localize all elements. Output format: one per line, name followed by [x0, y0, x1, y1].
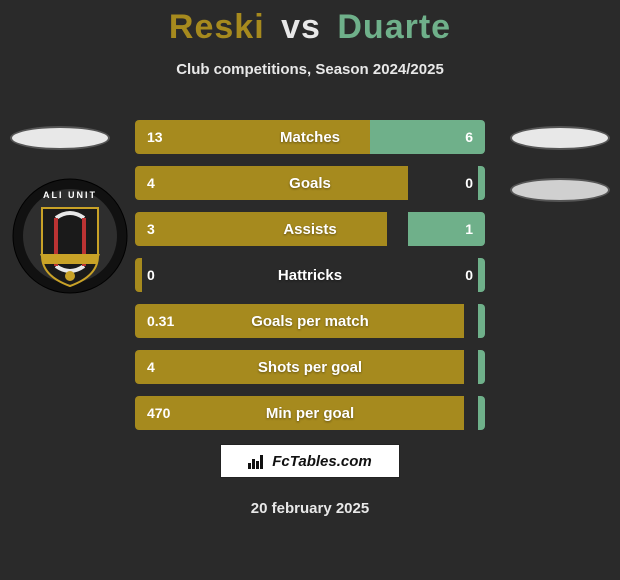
player2-name: Duarte [337, 8, 451, 46]
subtitle: Club competitions, Season 2024/2025 [0, 61, 620, 78]
stat-row: Hattricks0 0 [135, 258, 485, 292]
stat-value-right: 6 [465, 120, 473, 154]
vs-text: vs [281, 8, 321, 46]
fctables-branding[interactable]: FcTables.com [220, 444, 400, 478]
stat-label: Goals per match [135, 304, 485, 338]
stat-value-right: 1 [465, 212, 473, 246]
stat-label: Assists [135, 212, 485, 246]
svg-text:ALI UNIT: ALI UNIT [43, 190, 97, 200]
stat-row: Shots per goal4 [135, 350, 485, 384]
stat-value-right: 0 [465, 166, 473, 200]
stat-label: Matches [135, 120, 485, 154]
stat-label: Min per goal [135, 396, 485, 430]
stat-value-left: 3 [147, 212, 155, 246]
stat-value-left: 13 [147, 120, 163, 154]
player1-name: Reski [169, 8, 265, 46]
stat-value-left: 4 [147, 350, 155, 384]
player1-club-badge: ALI UNIT [12, 178, 128, 294]
stat-row: Assists3 1 [135, 212, 485, 246]
comparison-title: Reski vs Duarte [0, 0, 620, 47]
stat-value-left: 0 [147, 258, 155, 292]
stat-row: Goals per match0.31 [135, 304, 485, 338]
comparison-date: 20 february 2025 [0, 500, 620, 517]
stat-value-left: 470 [147, 396, 170, 430]
stat-value-left: 4 [147, 166, 155, 200]
player2-photo-placeholder [510, 126, 610, 150]
player1-photo-placeholder [10, 126, 110, 150]
stat-label: Goals [135, 166, 485, 200]
stat-value-left: 0.31 [147, 304, 174, 338]
stat-row: Matches13 6 [135, 120, 485, 154]
stat-row: Goals4 0 [135, 166, 485, 200]
stats-area: Matches136Goals40Assists31Hattricks00Goa… [135, 120, 485, 442]
stat-label: Shots per goal [135, 350, 485, 384]
stat-label: Hattricks [135, 258, 485, 292]
stat-row: Min per goal470 [135, 396, 485, 430]
stat-value-right: 0 [465, 258, 473, 292]
branding-label: FcTables.com [272, 453, 371, 470]
player2-club-placeholder [510, 178, 610, 202]
